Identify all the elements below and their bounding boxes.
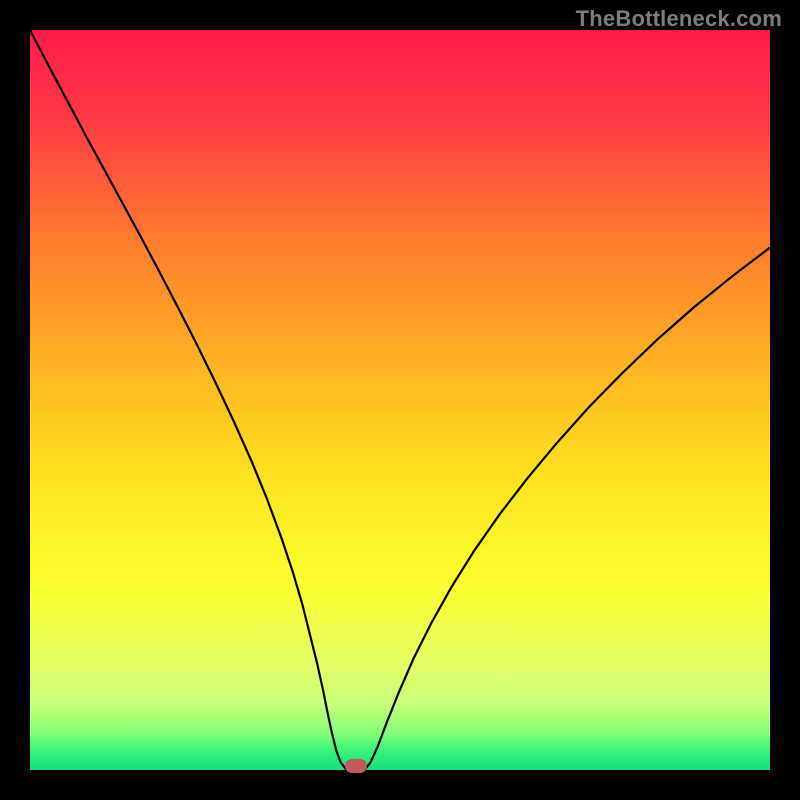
watermark-text: TheBottleneck.com <box>576 6 782 32</box>
optimal-marker <box>345 759 367 773</box>
bottleneck-chart <box>30 30 770 770</box>
gradient-fill <box>30 30 770 770</box>
chart-frame: TheBottleneck.com <box>0 0 800 800</box>
